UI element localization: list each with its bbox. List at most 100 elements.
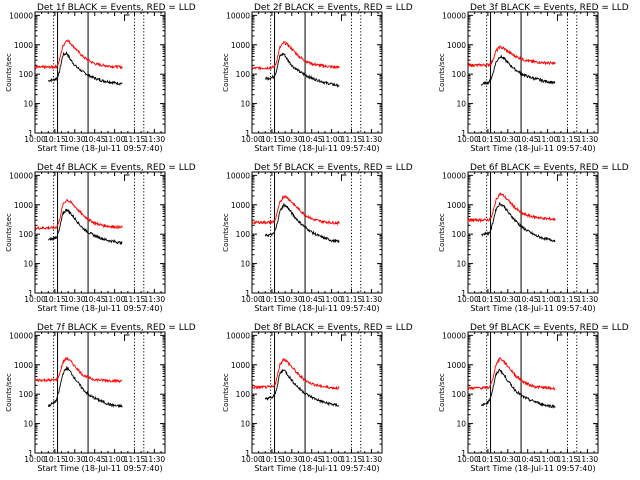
events-series-line bbox=[480, 54, 556, 86]
x-tick-label: 10:15 bbox=[261, 295, 283, 304]
x-tick-label: 11:30 bbox=[577, 455, 599, 464]
lld-series-line bbox=[34, 38, 123, 70]
x-tick-label: 10:15 bbox=[477, 295, 499, 304]
events-series-line bbox=[47, 208, 123, 245]
y-tick-label: 10 bbox=[23, 260, 33, 269]
x-tick-label: 11:30 bbox=[144, 295, 166, 304]
x-tick-label: 10:30 bbox=[281, 135, 303, 144]
lld-series-line bbox=[251, 40, 340, 71]
events-series-line bbox=[48, 51, 123, 86]
chart-panel-7: Det 7f BLACK = Events, RED = LLD 1 10 100 10… bbox=[5, 323, 196, 473]
x-tick-label: 10:45 bbox=[517, 455, 539, 464]
y-tick-label: 1000 bbox=[447, 361, 466, 370]
y-axis-label: Counts/sec bbox=[438, 213, 446, 252]
y-axis-label: Counts/sec bbox=[222, 373, 230, 412]
y-tick-label: 10 bbox=[240, 100, 250, 109]
events-series-line bbox=[264, 368, 340, 407]
lld-series-line bbox=[467, 45, 556, 68]
plot-frame bbox=[467, 11, 599, 134]
x-tick-label: 10:00 bbox=[24, 295, 46, 304]
x-tick-label: 10:15 bbox=[44, 295, 66, 304]
chart-panel-2: Det 2f BLACK = Events, RED = LLD 1 10 100 10… bbox=[222, 3, 413, 153]
x-tick-label: 10:45 bbox=[517, 295, 539, 304]
bracket-marker bbox=[556, 174, 563, 181]
plot-frame bbox=[467, 171, 599, 294]
x-tick-label: 10:45 bbox=[301, 295, 323, 304]
y-tick-label: 10000 bbox=[9, 171, 33, 180]
y-tick-label: 1000 bbox=[447, 41, 466, 50]
events-series-line bbox=[480, 368, 556, 410]
bracket-marker bbox=[340, 174, 347, 181]
x-tick-label: 10:30 bbox=[497, 295, 519, 304]
y-tick-label: 1 bbox=[461, 289, 466, 298]
y-axis-label: Counts/sec bbox=[438, 53, 446, 92]
y-tick-label: 1 bbox=[245, 289, 250, 298]
y-tick-label: 10000 bbox=[9, 331, 33, 340]
x-tick-label: 11:30 bbox=[144, 135, 166, 144]
y-tick-label: 1000 bbox=[231, 201, 250, 210]
chart-title: Det 2f BLACK = Events, RED = LLD bbox=[254, 3, 413, 13]
x-tick-label: 11:00 bbox=[321, 295, 343, 304]
chart-title: Det 1f BLACK = Events, RED = LLD bbox=[37, 3, 196, 13]
y-tick-label: 100 bbox=[19, 390, 34, 399]
x-tick-label: 11:30 bbox=[577, 295, 599, 304]
y-tick-label: 10000 bbox=[226, 331, 250, 340]
x-tick-label: 11:00 bbox=[104, 455, 126, 464]
chart-title: Det 7f BLACK = Events, RED = LLD bbox=[37, 323, 196, 333]
x-tick-label: 11:15 bbox=[341, 455, 363, 464]
x-tick-label: 10:45 bbox=[301, 455, 323, 464]
y-tick-label: 10 bbox=[456, 420, 466, 429]
x-tick-label: 10:00 bbox=[241, 295, 263, 304]
y-tick-label: 10 bbox=[456, 100, 466, 109]
y-tick-label: 1 bbox=[461, 129, 466, 138]
plot-frame bbox=[34, 11, 166, 134]
x-tick-label: 11:15 bbox=[557, 135, 579, 144]
x-tick-label: 10:00 bbox=[24, 455, 46, 464]
x-tick-label: 10:30 bbox=[64, 295, 86, 304]
x-axis-label: Start Time (18-Jul-11 09:57:40) bbox=[470, 464, 595, 473]
events-series-line bbox=[264, 203, 340, 244]
x-tick-label: 11:30 bbox=[361, 135, 383, 144]
chart-panel-4: Det 4f BLACK = Events, RED = LLD 1 10 100 10… bbox=[5, 163, 196, 313]
y-tick-label: 1000 bbox=[14, 201, 33, 210]
y-tick-label: 100 bbox=[452, 230, 467, 239]
x-tick-label: 11:30 bbox=[577, 135, 599, 144]
y-tick-label: 10 bbox=[456, 260, 466, 269]
x-axis-label: Start Time (18-Jul-11 09:57:40) bbox=[254, 304, 379, 313]
y-tick-label: 1000 bbox=[231, 41, 250, 50]
x-tick-label: 10:30 bbox=[497, 455, 519, 464]
chart-title: Det 8f BLACK = Events, RED = LLD bbox=[254, 323, 413, 333]
plot-frame bbox=[467, 331, 599, 454]
lld-series-line bbox=[467, 357, 556, 391]
x-tick-label: 10:15 bbox=[477, 455, 499, 464]
x-tick-label: 11:15 bbox=[557, 295, 579, 304]
chart-title: Det 5f BLACK = Events, RED = LLD bbox=[254, 163, 413, 173]
y-tick-label: 100 bbox=[452, 70, 467, 79]
x-axis-label: Start Time (18-Jul-11 09:57:40) bbox=[37, 464, 162, 473]
x-tick-label: 11:30 bbox=[361, 295, 383, 304]
y-tick-label: 1000 bbox=[14, 41, 33, 50]
y-tick-label: 10 bbox=[23, 100, 33, 109]
x-tick-label: 10:30 bbox=[64, 455, 86, 464]
bracket-marker bbox=[340, 334, 347, 341]
chart-title: Det 6f BLACK = Events, RED = LLD bbox=[470, 163, 629, 173]
x-tick-label: 11:15 bbox=[557, 455, 579, 464]
y-tick-label: 100 bbox=[236, 230, 251, 239]
plot-frame bbox=[251, 171, 383, 294]
y-axis-label: Counts/sec bbox=[5, 53, 13, 92]
lld-series-line bbox=[34, 198, 123, 232]
y-axis-label: Counts/sec bbox=[5, 213, 13, 252]
bracket-marker bbox=[123, 174, 130, 181]
events-series-line bbox=[481, 201, 556, 243]
x-tick-label: 10:00 bbox=[457, 135, 479, 144]
y-axis-label: Counts/sec bbox=[222, 213, 230, 252]
y-tick-label: 100 bbox=[236, 70, 251, 79]
chart-title: Det 9f BLACK = Events, RED = LLD bbox=[470, 323, 629, 333]
x-tick-label: 10:45 bbox=[301, 135, 323, 144]
y-tick-label: 10 bbox=[240, 260, 250, 269]
y-tick-label: 10 bbox=[23, 420, 33, 429]
plot-frame bbox=[251, 331, 383, 454]
y-tick-label: 10000 bbox=[9, 11, 33, 20]
x-tick-label: 10:00 bbox=[24, 135, 46, 144]
